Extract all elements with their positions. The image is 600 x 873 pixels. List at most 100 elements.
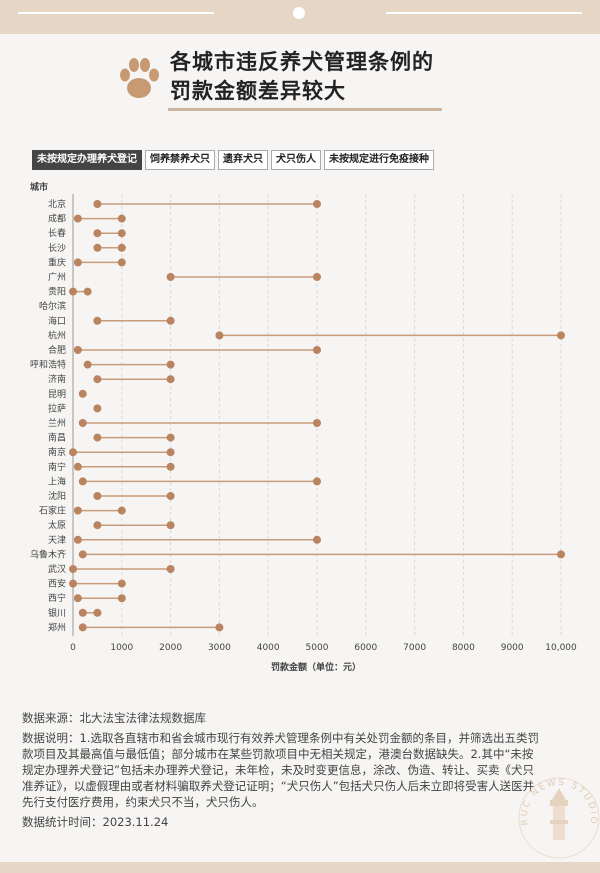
- city-label: 北京: [48, 198, 66, 210]
- city-row: 西宁: [48, 592, 126, 604]
- max-dot: [166, 521, 175, 530]
- paw-icon: [120, 58, 159, 98]
- city-row: 长沙: [48, 242, 126, 254]
- city-row: 拉萨: [48, 402, 102, 414]
- max-dot: [117, 229, 126, 238]
- grid-lines: [72, 194, 562, 636]
- city-label: 重庆: [48, 256, 66, 268]
- max-dot: [117, 579, 126, 588]
- stat-time: 数据统计时间：2023.11.24: [22, 815, 169, 829]
- max-dot: [166, 448, 175, 457]
- x-tick-label: 10,000: [545, 643, 577, 653]
- city-row: 海口: [48, 315, 175, 327]
- city-row: 哈尔滨: [39, 300, 66, 312]
- tab-dog-bite[interactable]: 犬只伤人: [271, 150, 321, 170]
- min-dot: [93, 521, 102, 530]
- city-label: 昆明: [48, 389, 66, 400]
- max-dot: [166, 565, 175, 573]
- city-rows: 北京成都长春长沙重庆广州贵阳哈尔滨海口杭州合肥呼和浩特济南昆明拉萨兰州南昌南京南…: [30, 198, 565, 633]
- city-row: 兰州: [48, 417, 321, 429]
- min-dot: [93, 200, 102, 208]
- city-label: 银川: [48, 607, 66, 619]
- min-dot: [215, 331, 224, 340]
- city-label: 石家庄: [39, 505, 66, 517]
- max-dot: [313, 200, 321, 208]
- top-decor-band: [0, 0, 600, 34]
- bottom-decor-band: [0, 862, 600, 873]
- x-tick-label: 7000: [403, 643, 426, 653]
- top-decor-dot: [293, 7, 305, 19]
- city-label: 呼和浩特: [30, 359, 66, 371]
- min-dot: [78, 389, 87, 398]
- max-dot: [117, 594, 126, 603]
- max-dot: [166, 433, 175, 442]
- max-dot: [313, 477, 321, 486]
- city-row: 上海: [48, 475, 321, 487]
- city-label: 沈阳: [48, 490, 66, 502]
- city-row: 昆明: [48, 389, 87, 400]
- city-label: 长沙: [48, 242, 66, 254]
- y-axis-label: 城市: [30, 181, 48, 193]
- max-dot: [166, 316, 175, 325]
- min-dot: [93, 229, 102, 238]
- city-label: 长春: [48, 227, 66, 239]
- city-row: 郑州: [48, 621, 224, 633]
- tab-vaccination[interactable]: 未按规定进行免疫接种: [324, 150, 434, 170]
- x-axis-label: 罚款金额（单位：元）: [271, 661, 361, 673]
- min-dot: [78, 419, 87, 427]
- city-label: 南昌: [48, 432, 66, 444]
- city-label: 成都: [48, 213, 66, 225]
- max-dot: [313, 346, 321, 354]
- city-label: 郑州: [48, 621, 66, 633]
- min-dot: [93, 433, 102, 442]
- city-label: 乌鲁木齐: [30, 548, 66, 560]
- max-dot: [166, 492, 175, 500]
- city-label: 海口: [48, 315, 66, 327]
- x-tick-label: 3000: [208, 643, 231, 653]
- top-decor-line-left: [18, 12, 214, 14]
- city-row: 武汉: [48, 563, 175, 575]
- min-dot: [166, 273, 175, 281]
- x-tick-label: 8000: [452, 643, 475, 653]
- city-row: 太原: [48, 519, 175, 531]
- min-dot: [73, 535, 82, 544]
- city-label: 上海: [48, 475, 66, 487]
- min-dot: [73, 594, 82, 603]
- min-dot: [73, 506, 82, 515]
- min-dot: [73, 258, 82, 267]
- max-dot: [166, 462, 175, 471]
- tab-banned-breeds[interactable]: 饲养禁养犬只: [145, 150, 215, 170]
- page-title: 各城市违反养犬管理条例的 罚款金额差异较大: [170, 48, 434, 106]
- max-dot: [557, 331, 565, 340]
- tab-abandonment[interactable]: 遗弃犬只: [218, 150, 268, 170]
- min-dot: [69, 448, 77, 457]
- city-row: 杭州: [48, 329, 565, 341]
- studio-stamp-logo: RUC NEWS STUDIO: [518, 777, 600, 859]
- notes-section: 数据来源：北大法宝法律法规数据库 数据说明：1.选取各直辖市和省会城市现行有效养…: [22, 710, 542, 834]
- max-dot: [117, 506, 126, 515]
- city-row: 南京: [48, 446, 175, 458]
- tab-registration[interactable]: 未按规定办理养犬登记: [32, 150, 142, 170]
- min-dot: [69, 565, 77, 573]
- min-dot: [93, 375, 102, 384]
- max-dot: [117, 258, 126, 267]
- page-title-line1: 各城市违反养犬管理条例的: [170, 50, 434, 74]
- city-label: 西安: [48, 578, 66, 590]
- page-title-line2: 罚款金额差异较大: [170, 79, 346, 103]
- city-row: 南昌: [48, 432, 175, 444]
- city-row: 乌鲁木齐: [30, 548, 565, 560]
- city-label: 南京: [48, 446, 66, 458]
- min-dot: [93, 316, 102, 325]
- min-dot: [93, 243, 102, 252]
- city-label: 天津: [48, 535, 66, 546]
- x-tick-label: 4000: [257, 643, 280, 653]
- max-dot: [313, 535, 321, 544]
- top-decor-line-right: [386, 12, 582, 14]
- city-label: 广州: [48, 271, 66, 283]
- max-dot: [117, 243, 126, 252]
- max-dot: [93, 608, 102, 617]
- category-tabs: 未按规定办理养犬登记 饲养禁养犬只 遗弃犬只 犬只伤人 未按规定进行免疫接种: [32, 150, 434, 170]
- city-row: 长春: [48, 227, 126, 239]
- x-tick-label: 9000: [501, 643, 524, 653]
- min-dot: [78, 623, 87, 632]
